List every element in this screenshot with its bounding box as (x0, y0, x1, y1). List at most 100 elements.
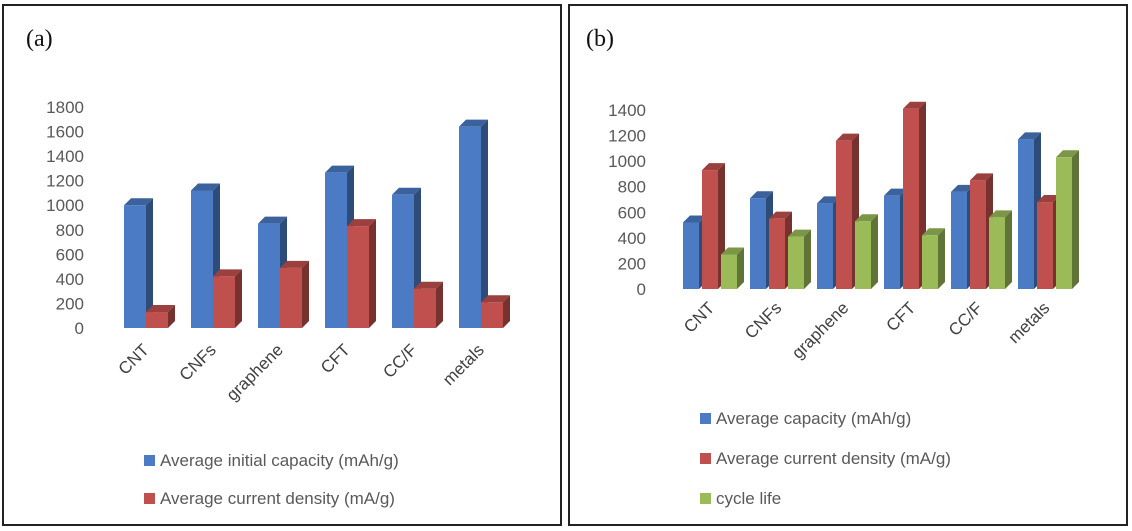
bar-front (788, 236, 804, 289)
bar (392, 187, 421, 328)
bar-front (922, 235, 938, 289)
category-label: CNT (115, 340, 153, 378)
y-tick-label: 200 (618, 254, 646, 273)
bar-front (459, 126, 481, 329)
bar-top (989, 210, 1012, 218)
bar-top (392, 187, 421, 195)
bar (146, 305, 175, 328)
bar-side (938, 228, 945, 289)
legend-swatch (144, 493, 155, 504)
bar-front (1056, 157, 1072, 289)
chart-a-svg: (a) 0 200 400 600 800 1000 1200 1400 1600 1800 CN… (26, 26, 510, 508)
bar-side (804, 229, 811, 289)
bar (481, 295, 510, 328)
bar (721, 247, 744, 289)
category-label: CC/F (945, 298, 986, 339)
bar (989, 210, 1012, 289)
bar-front (769, 218, 785, 289)
chart-panel-a: (a) 0 200 400 600 800 1000 1200 1400 1600 1800 CN… (2, 4, 562, 526)
bar-front (325, 172, 347, 328)
bar-top (683, 215, 706, 223)
y-tick-label: 1000 (608, 152, 646, 171)
bar-top (855, 214, 878, 222)
bar-top (721, 247, 744, 255)
y-tick-label: 600 (618, 203, 646, 222)
legend-swatch (700, 453, 711, 464)
bar (414, 281, 443, 328)
bar-top (836, 133, 859, 141)
bar-top (347, 219, 376, 227)
bar-front (683, 222, 699, 289)
legend-label: Average initial capacity (mAh/g) (160, 451, 399, 470)
bar-front (191, 190, 213, 328)
y-tick-label: 200 (56, 294, 84, 313)
y-tick-label: 0 (637, 280, 646, 299)
bar (922, 228, 945, 289)
category-label: CNFs (176, 340, 220, 384)
bar-top (788, 229, 811, 237)
bar-side (871, 214, 878, 289)
bar-side (369, 219, 376, 328)
y-tick-label: 1600 (46, 123, 84, 142)
category-label: CNFs (741, 298, 785, 342)
category-label: metals (439, 340, 488, 389)
bar (788, 229, 811, 289)
bar-front (146, 312, 168, 328)
bar-top (922, 228, 945, 236)
bar-top (213, 269, 242, 277)
bar-top (459, 119, 488, 127)
bar-front (280, 267, 302, 328)
legend-label: Average capacity (mAh/g) (716, 409, 911, 428)
bar-side (146, 198, 153, 328)
legend-label: cycle life (716, 489, 781, 508)
bar-front (124, 205, 146, 328)
bar-top (414, 281, 443, 289)
bar-front (258, 223, 280, 328)
bar-top (1037, 195, 1060, 203)
bar-front (855, 221, 871, 289)
bar-top (325, 165, 354, 173)
legend-label: Average current density (mA/g) (160, 489, 395, 508)
y-tick-label: 400 (56, 270, 84, 289)
bar-top (769, 211, 792, 219)
bar-front (903, 108, 919, 289)
category-label: CNT (680, 298, 718, 336)
bar-front (884, 195, 900, 289)
bar-top (903, 101, 926, 109)
y-tick-label: 1800 (46, 98, 84, 117)
bar-top (951, 184, 974, 192)
bar-side (1005, 210, 1012, 289)
y-tick-label: 1200 (46, 172, 84, 191)
y-tick-label: 600 (56, 245, 84, 264)
bar-side (436, 281, 443, 328)
bar-front (951, 191, 967, 289)
bar-front (750, 198, 766, 289)
bar-top (750, 191, 773, 199)
panel-label-a: (a) (26, 26, 53, 52)
bar-front (702, 170, 718, 289)
bar-top (817, 196, 840, 204)
bar-top (1056, 150, 1079, 158)
bar-front (970, 180, 986, 289)
bar-top (702, 163, 725, 171)
bar-front (989, 217, 1005, 289)
y-tick-label: 1200 (608, 127, 646, 146)
category-label: graphene (788, 298, 852, 362)
bar-side (503, 295, 510, 328)
bar-top (970, 173, 993, 181)
y-tick-label: 1000 (46, 196, 84, 215)
bar-front (721, 254, 737, 289)
bar-front (347, 226, 369, 328)
bar-front (481, 302, 503, 328)
legend-swatch (700, 413, 711, 424)
chart-b-svg: (b) 0 200 400 600 800 1000 1200 1400 CNT CNFs gra… (586, 26, 1079, 508)
y-tick-label: 0 (75, 319, 84, 338)
panel-label-b: (b) (586, 26, 614, 52)
bar-front (392, 194, 414, 328)
bar-top (146, 305, 175, 313)
category-label: CC/F (379, 340, 420, 381)
bar-top (481, 295, 510, 303)
bar-side (168, 305, 175, 328)
bar (213, 269, 242, 328)
category-label: CFT (883, 298, 920, 335)
